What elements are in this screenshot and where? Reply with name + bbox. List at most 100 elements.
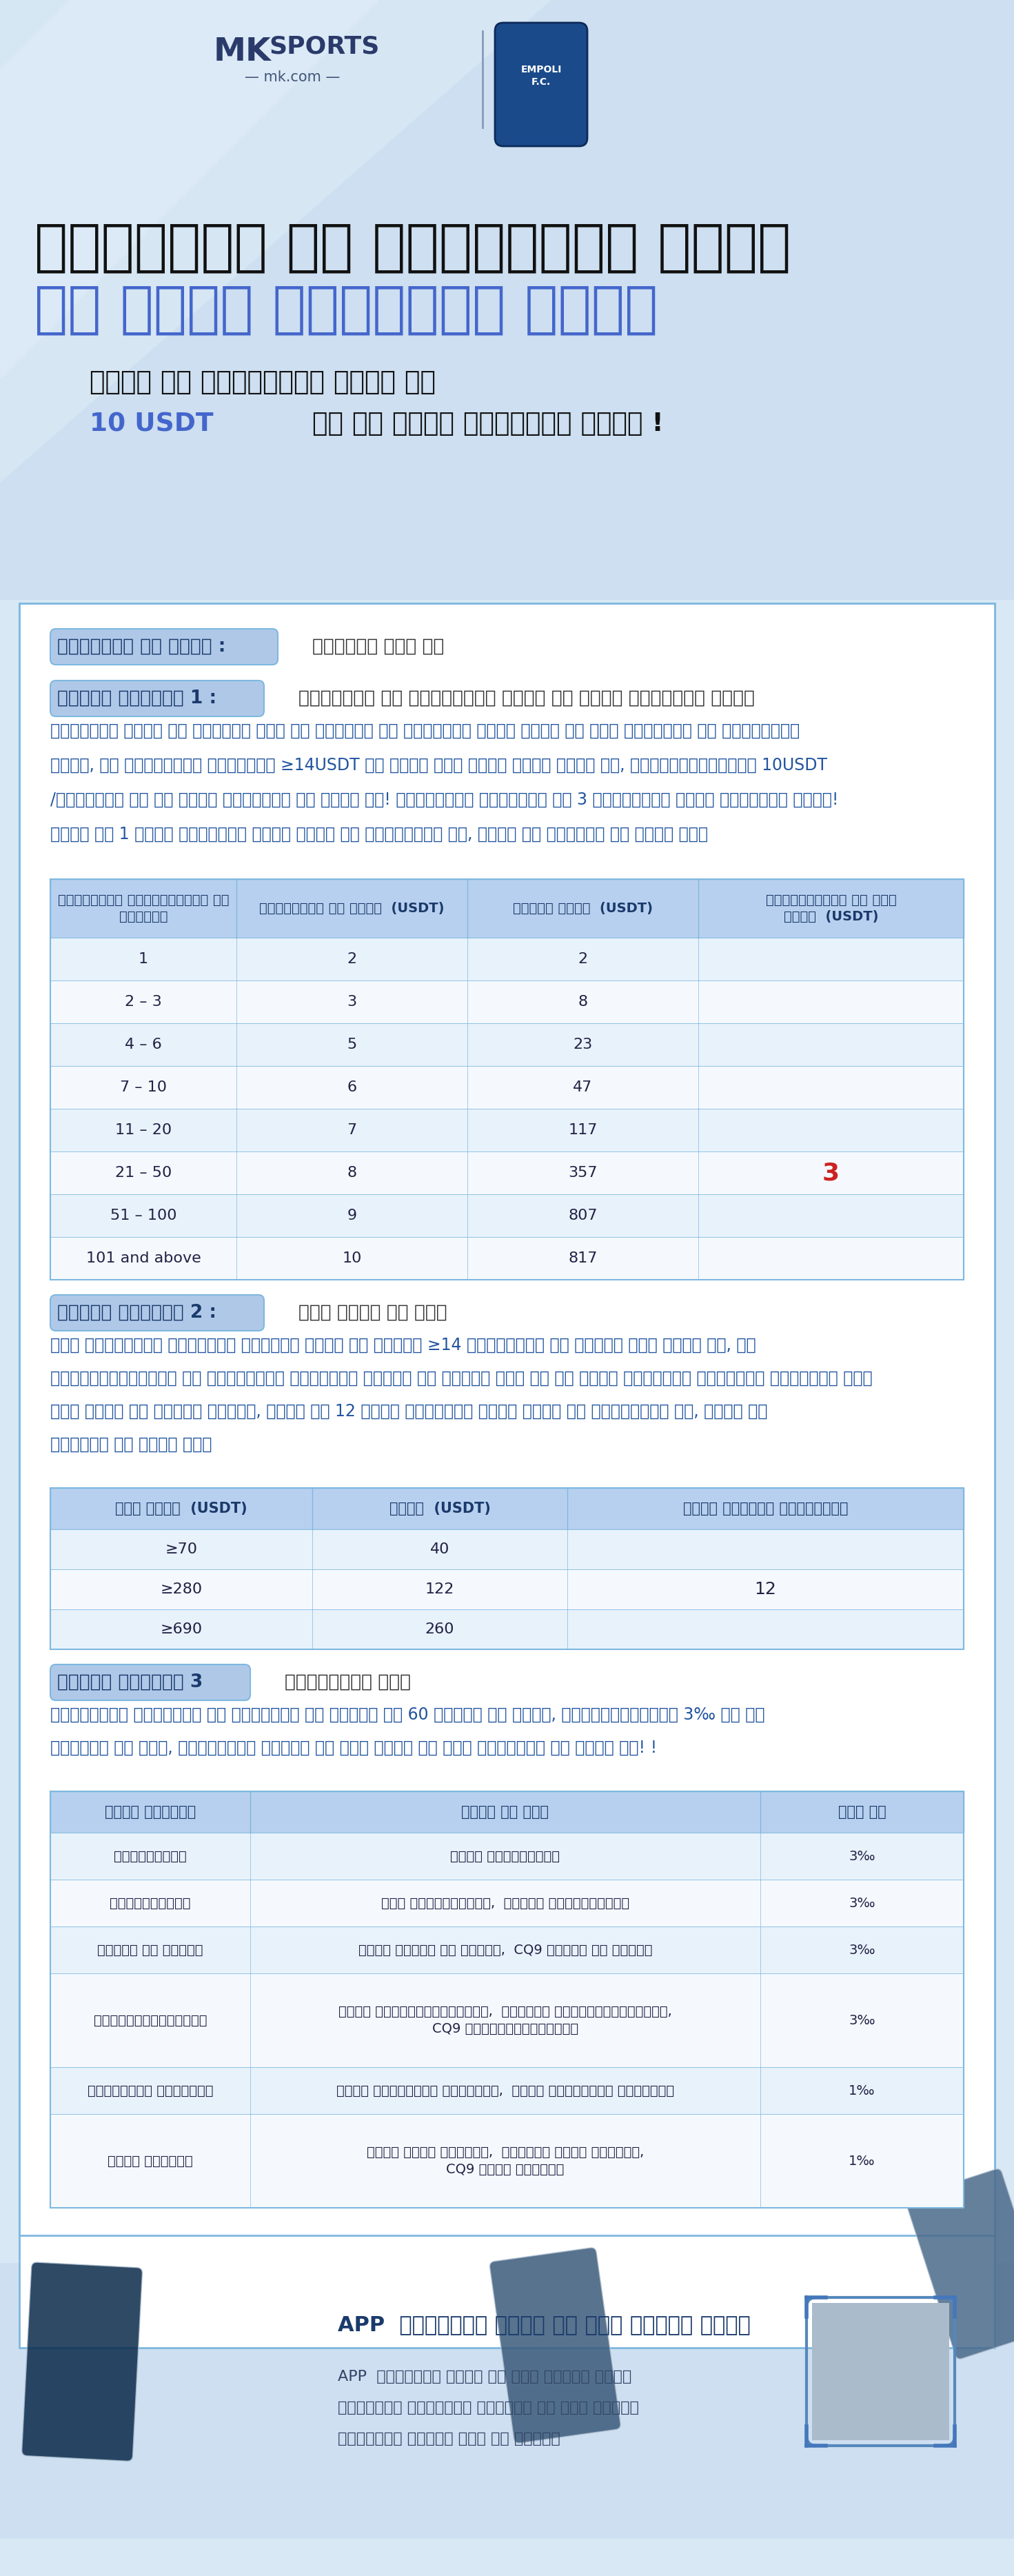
Text: 2: 2 <box>578 953 588 966</box>
Text: 5: 5 <box>347 1038 357 1051</box>
Bar <box>0 0 1014 600</box>
Text: ≥70: ≥70 <box>165 1543 198 1556</box>
Text: 10: 10 <box>342 1252 362 1265</box>
FancyBboxPatch shape <box>495 23 587 147</box>
FancyBboxPatch shape <box>51 1664 250 1700</box>
Text: 8: 8 <box>347 1167 357 1180</box>
Text: 1‰: 1‰ <box>849 2154 875 2166</box>
Text: निकाला जा सकता है।: निकाला जा सकता है। <box>51 1437 212 1453</box>
Text: प्रमोशन की अवधि :: प्रमोशन की अवधि : <box>57 639 226 657</box>
Bar <box>51 1790 963 1832</box>
Text: आमंत्रित व्यक्ति के पंजीकरण की तारीख से 60 दिनों के भीतर, निमंत्रणदाता 3‰ तक के: आमंत्रित व्यक्ति के पंजीकरण की तारीख से … <box>51 1705 765 1723</box>
Text: 9: 9 <box>347 1208 357 1224</box>
Text: 807: 807 <box>568 1208 597 1224</box>
FancyBboxPatch shape <box>490 2249 621 2442</box>
Text: जमा करने के लाभ: जमा करने के लाभ <box>298 1303 447 1321</box>
Text: 122: 122 <box>425 1582 454 1597</box>
Bar <box>51 1236 963 1280</box>
Polygon shape <box>0 0 552 482</box>
Bar <box>51 1489 963 1530</box>
Text: 10 USDT: 10 USDT <box>89 412 213 435</box>
Text: 7 – 10: 7 – 10 <box>120 1079 167 1095</box>
Text: संचित बोनस  (USDT): संचित बोनस (USDT) <box>513 902 653 914</box>
Text: APP  डाउनलोड करने के लिए स्कैन करें: APP डाउनलोड करने के लिए स्कैन करें <box>338 2316 750 2334</box>
Text: 3‰: 3‰ <box>849 1850 875 1862</box>
Text: MK: MK <box>214 36 272 67</box>
Text: 6: 6 <box>347 1079 357 1095</box>
Text: 3‰: 3‰ <box>849 1942 875 1958</box>
Text: लम्बें समय तक: लम्बें समय तक <box>312 639 444 657</box>
Text: वास्तविक व्यक्ति: वास्तविक व्यक्ति <box>87 2084 213 2097</box>
FancyBboxPatch shape <box>51 680 264 716</box>
Bar <box>51 1973 963 2066</box>
Bar <box>51 1023 963 1066</box>
Text: 3‰: 3‰ <box>849 1896 875 1909</box>
Bar <box>51 1066 963 1108</box>
Text: इवेंट कंटेंट 2 :: इवेंट कंटेंट 2 : <box>57 1303 216 1321</box>
Text: प्रमोशन लिंक या क्यूआर कोड के माध्यम से पंजीकरण पूरा करने के लिए दोस्तों को आमंत: प्रमोशन लिंक या क्यूआर कोड के माध्यम से … <box>51 724 800 739</box>
Text: तक का बोनस प्राप्त करें !: तक का बोनस प्राप्त करें ! <box>303 412 663 435</box>
Text: बोया शतरंज और कार्ड,  CQ9 शतरंज और कार्ड: बोया शतरंज और कार्ड, CQ9 शतरंज और कार्ड <box>358 1942 652 1958</box>
Text: 11 – 20: 11 – 20 <box>115 1123 171 1136</box>
Text: बोनस को 1 गुना टर्नओवर पूरा करने की आवश्यकता है, राशि को निकाला जा सकता है।: बोनस को 1 गुना टर्नओवर पूरा करने की आवश्… <box>51 827 708 842</box>
Text: डीबी इलेक्ट्रॉनिक्स,  जेडीबी इलेक्ट्रॉनिक्स,
CQ9 इलेक्ट्रॉनिक्स: डीबी इलेक्ट्रॉनिक्स, जेडीबी इलेक्ट्रॉनिक… <box>339 2004 672 2035</box>
Text: /व्यक्ति तक का बोनस प्राप्त कर सकता है! आमंत्रित व्यक्ति को 3 यूएसडीटी बोनस प्रा: /व्यक्ति तक का बोनस प्राप्त कर सकता है! … <box>51 791 839 809</box>
Text: डीबी मछली पकड़ना,  जेडीबी मछली पकड़ना,
CQ9 मछली पकड़ना: डीबी मछली पकड़ना, जेडीबी मछली पकड़ना, CQ… <box>367 2146 644 2177</box>
Text: मित्रों को आमंत्रित करें और बोनस प्राप्त करें: मित्रों को आमंत्रित करें और बोनस प्राप्त… <box>298 690 754 708</box>
FancyBboxPatch shape <box>51 629 278 665</box>
Text: इवेंट कंटेंट 3: इवेंट कंटेंट 3 <box>57 1674 203 1692</box>
Text: भाग लेने के हकदार होंगे, बोनस को 12 गुना टर्नओवर पूरा करने की आवश्यकता है, राशि : भाग लेने के हकदार होंगे, बोनस को 12 गुना… <box>51 1404 768 1419</box>
Text: 101 and above: 101 and above <box>86 1252 201 1265</box>
Text: इवेंट कंटेंट 1 :: इवेंट कंटेंट 1 : <box>57 690 217 708</box>
Bar <box>51 1569 963 1610</box>
Text: स्थल प्रकार: स्थल प्रकार <box>104 1806 196 1819</box>
Text: 21 – 50: 21 – 50 <box>115 1167 171 1180</box>
Text: बोनस रोलओवर आवश्यकता: बोनस रोलओवर आवश्यकता <box>683 1502 848 1515</box>
Text: 3: 3 <box>822 1162 840 1185</box>
Text: EMPOLI
F.C.: EMPOLI F.C. <box>520 64 562 88</box>
Text: 117: 117 <box>568 1123 597 1136</box>
Bar <box>51 1195 963 1236</box>
Text: 260: 260 <box>425 1623 454 1636</box>
Text: जमा राशि  (USDT): जमा राशि (USDT) <box>116 1502 247 1515</box>
Text: सबा एस्पोर्ट्स,  लीहुओ एस्पोर्ट्स: सबा एस्पोर्ट्स, लीहुओ एस्पोर्ट्स <box>381 1896 630 1909</box>
Text: मछली पकड़ना: मछली पकड़ना <box>107 2154 193 2166</box>
Text: निमंत्रण का बोनस  (USDT): निमंत्रण का बोनस (USDT) <box>260 902 444 914</box>
Text: विशिष्ट गतिविधि नियमों के लिए कृपया: विशिष्ट गतिविधि नियमों के लिए कृपया <box>338 2401 639 2414</box>
Text: ≥280: ≥280 <box>160 1582 203 1597</box>
Bar <box>51 1530 963 1569</box>
Text: 12: 12 <box>754 1582 777 1597</box>
Text: 1‰: 1‰ <box>849 2084 875 2097</box>
Text: गतिविधि विवरण पेज पर जाएं।: गतिविधि विवरण पेज पर जाएं। <box>338 2432 561 2445</box>
Bar <box>51 1489 963 1649</box>
Text: 7: 7 <box>347 1123 357 1136</box>
Text: 4 – 6: 4 – 6 <box>125 1038 162 1051</box>
Text: 357: 357 <box>568 1167 597 1180</box>
Bar <box>51 1151 963 1195</box>
Text: 47: 47 <box>573 1079 592 1095</box>
Text: स्थल का नाम: स्थल का नाम <box>461 1806 549 1819</box>
Bar <box>51 981 963 1023</box>
Bar <box>0 2262 1014 2540</box>
Bar <box>51 1790 963 2208</box>
FancyBboxPatch shape <box>906 2169 1014 2360</box>
Text: SPORTS: SPORTS <box>269 36 379 59</box>
Text: 3: 3 <box>347 994 357 1010</box>
Text: आमंत्रितकर्ता और आमंत्रित व्यक्ति दोनों इस इवेंट पेज पर एक वेन् डिपॉजिट रिवार्ड : आमंत्रितकर्ता और आमंत्रित व्यक्ति दोनों … <box>51 1370 872 1386</box>
FancyBboxPatch shape <box>51 1296 264 1332</box>
Text: ≥690: ≥690 <box>160 1623 203 1636</box>
Bar <box>51 2115 963 2208</box>
Text: मित्रों को आमंत्रित करें: मित्रों को आमंत्रित करें <box>34 222 791 276</box>
Text: 40: 40 <box>430 1543 449 1556</box>
Text: 1: 1 <box>139 953 148 966</box>
Text: 23: 23 <box>573 1038 592 1051</box>
Text: 51 – 100: 51 – 100 <box>111 1208 176 1224</box>
Text: अनुपात के साथ, प्रत्येक मित्र के वैध दांव पर छूट प्राप्त कर सकता है! !: अनुपात के साथ, प्रत्येक मित्र के वैध दां… <box>51 1739 657 1757</box>
Bar <box>19 603 995 2236</box>
Bar <box>51 878 963 938</box>
Text: APP  डाउनलोड करने के लिए स्कैन करें: APP डाउनलोड करने के लिए स्कैन करें <box>338 2370 632 2383</box>
Text: करें, और आमंत्रित व्यक्ति ≥14USDT की पहली जमा राशि पूरी करता है, आमंत्रितकर्ता 1: करें, और आमंत्रित व्यक्ति ≥14USDT की पहल… <box>51 757 827 773</box>
Text: किसी को आमंत्रित करें और: किसी को आमंत्रित करें और <box>89 371 436 394</box>
Bar <box>51 1880 963 1927</box>
Text: प्रतिदिन लाभ: प्रतिदिन लाभ <box>285 1674 411 1692</box>
